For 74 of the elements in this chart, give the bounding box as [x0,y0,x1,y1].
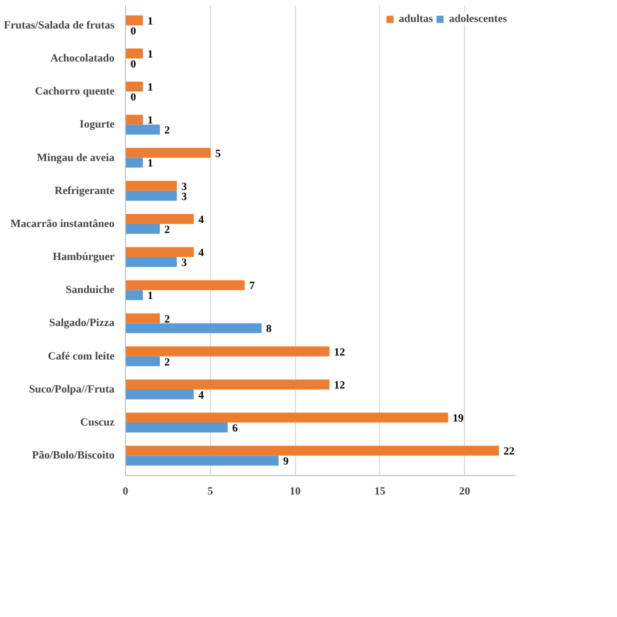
data-label: 4 [198,214,204,226]
data-label: 2 [164,356,170,368]
data-label: 22 [504,446,516,458]
bar [126,257,177,267]
bar [126,446,500,456]
data-label: 4 [198,389,204,402]
data-label: 9 [283,456,290,468]
y-tick-label: Iogurte [80,118,115,131]
bar [126,313,160,324]
y-tick-label: Pão/Bolo/Biscoito [32,450,115,462]
data-label: 1 [147,158,153,170]
bar [126,148,211,158]
y-tick-label: Refrigerante [54,184,115,197]
data-label: 2 [164,124,170,137]
legend-label: adultas [398,13,433,25]
bar [126,280,245,290]
y-tick-label: Achocolatado [50,52,115,64]
bar [126,422,228,432]
data-label: 1 [147,290,153,302]
data-label: 1 [147,48,153,60]
data-label: 4 [198,247,204,260]
bar [126,323,262,334]
bar [126,389,194,400]
y-tick-label: Macarrão instantâneo [10,218,115,230]
data-label: 19 [452,412,464,425]
bar [126,224,160,234]
bar [126,48,143,58]
x-tick-label: 10 [290,486,302,498]
data-label: 6 [232,422,238,435]
data-label: 2 [164,313,170,326]
data-label: 1 [147,82,153,94]
data-label: 0 [130,25,136,38]
y-tick-label: Café com leite [48,350,115,362]
data-label: 2 [164,224,170,236]
y-tick-label: Sanduiche [66,284,115,296]
legend-label: adolescentes [448,13,507,25]
data-label: 8 [266,323,272,336]
y-tick-label: Hambúrguer [52,251,115,264]
bar [126,15,143,26]
x-tick-label: 15 [374,486,386,498]
data-label: 3 [181,190,188,203]
bar [126,114,143,125]
bar [126,290,143,300]
y-tick-label: Cuscuz [80,416,115,429]
bar [126,456,279,466]
bar [126,412,448,423]
y-tick-label: Mingau de aveia [36,152,115,164]
bar [126,247,194,258]
bar [126,356,160,366]
y-tick-label: Salgado/Pizza [49,317,115,330]
bar [126,190,177,201]
x-tick-label: 5 [208,486,214,498]
y-tick-label: Cachorro quente [34,86,115,98]
x-tick-label: 0 [122,486,129,498]
x-tick-label: 20 [459,486,471,498]
data-label: 1 [147,114,153,127]
bar [126,158,143,168]
bar [126,82,143,92]
data-label: 5 [215,148,222,160]
data-label: 3 [181,257,188,270]
y-tick-label: Suco/Polpa//Fruta [28,383,115,396]
data-label: 7 [249,280,256,292]
data-label: 0 [130,92,136,104]
data-label: 3 [181,180,188,193]
data-label: 12 [334,346,346,358]
data-label: 1 [147,15,153,28]
data-label: 12 [334,379,346,392]
bar [126,180,177,191]
bar [126,214,194,224]
bar [126,346,330,356]
y-tick-label: Frutas/Salada de frutas [4,19,116,32]
data-label: 0 [130,58,136,70]
bar [126,380,330,390]
bar [126,124,160,135]
